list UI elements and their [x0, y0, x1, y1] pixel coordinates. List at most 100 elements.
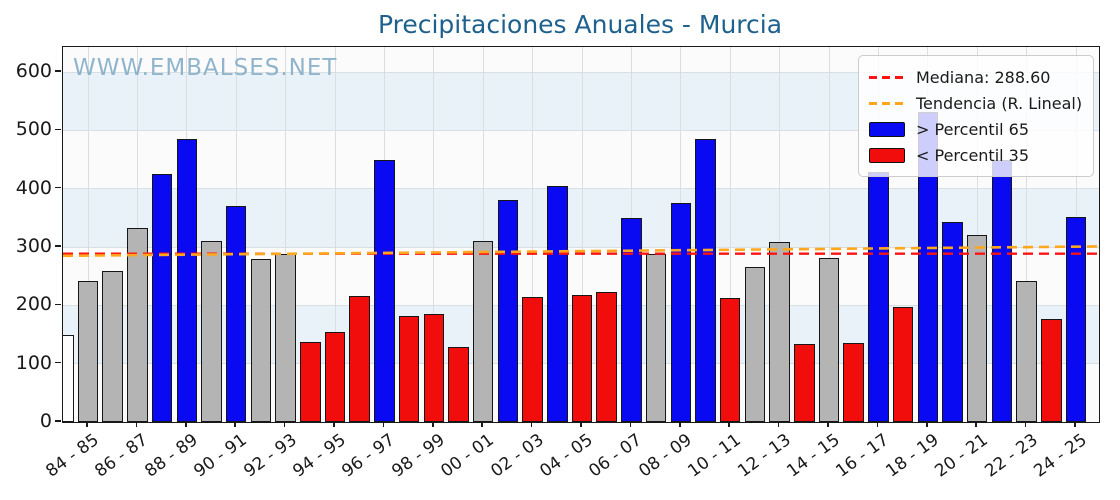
bar — [1041, 319, 1062, 422]
bar — [1016, 280, 1037, 422]
vertical-gridline — [334, 47, 336, 422]
vertical-gridline — [828, 47, 830, 422]
bar — [522, 297, 543, 422]
bar — [942, 221, 963, 422]
x-tick-mark — [926, 422, 928, 427]
x-tick-mark — [580, 422, 582, 427]
bar — [300, 342, 321, 422]
bar — [547, 186, 568, 422]
bar — [695, 138, 716, 422]
bar — [497, 200, 519, 422]
bar — [349, 296, 370, 422]
legend-label: < Percentil 35 — [916, 145, 1030, 165]
red-bar-sample — [869, 147, 905, 163]
trend-line — [63, 245, 1099, 258]
y-tick-mark — [55, 186, 61, 189]
x-tick-mark — [86, 422, 88, 427]
vertical-gridline — [729, 47, 731, 422]
bar — [374, 159, 395, 422]
legend-item-above-p65: > Percentil 65 — [869, 116, 1083, 142]
legend-box: Mediana: 288.60 Tendencia (R. Lineal) > … — [858, 55, 1094, 177]
x-tick-mark — [1074, 422, 1076, 427]
y-tick-mark — [55, 245, 61, 247]
x-tick-mark — [481, 422, 483, 427]
bar — [670, 202, 692, 422]
x-tick-mark — [530, 422, 533, 427]
legend-label: Mediana: 288.60 — [916, 67, 1051, 87]
y-tick-label: 500 — [15, 118, 52, 141]
x-tick-mark — [876, 422, 879, 427]
bar — [102, 270, 123, 422]
legend-item-median: Mediana: 288.60 — [869, 64, 1083, 90]
bar — [794, 343, 815, 422]
bar — [275, 254, 296, 422]
vertical-gridline — [87, 47, 89, 422]
legend-label: Tendencia (R. Lineal) — [916, 93, 1083, 113]
bar — [225, 205, 247, 422]
x-tick-mark — [135, 422, 138, 427]
bar — [63, 334, 74, 422]
bar — [201, 240, 222, 422]
bar — [472, 241, 494, 422]
vertical-gridline — [779, 47, 781, 422]
legend-label: > Percentil 65 — [916, 119, 1030, 139]
reference-lines — [63, 245, 1099, 258]
bar — [744, 267, 766, 422]
vertical-gridline — [285, 47, 287, 422]
y-tick-label: 200 — [15, 293, 52, 316]
horizontal-gridline — [63, 71, 1099, 73]
bar — [818, 257, 840, 422]
x-tick-mark — [234, 422, 236, 427]
x-tick-mark — [728, 422, 730, 427]
y-tick-mark — [55, 303, 61, 306]
x-tick-mark — [333, 422, 335, 427]
median-line-sample — [869, 75, 905, 79]
bar — [176, 138, 198, 422]
bar — [596, 291, 617, 422]
legend-item-trend: Tendencia (R. Lineal) — [869, 90, 1083, 116]
bar — [769, 242, 790, 422]
bar — [621, 218, 642, 422]
y-tick-label: 100 — [15, 351, 52, 374]
bar — [151, 174, 173, 422]
horizontal-gridline — [63, 188, 1099, 190]
bar — [250, 259, 272, 422]
legend-item-below-p35: < Percentil 35 — [869, 142, 1083, 168]
y-tick-label: 600 — [15, 60, 52, 83]
bar — [398, 315, 420, 422]
vertical-gridline — [581, 47, 583, 422]
x-tick-mark — [382, 422, 385, 427]
vertical-gridline — [482, 47, 484, 422]
bar — [423, 313, 445, 422]
watermark-text: WWW.EMBALSES.NET — [73, 55, 338, 81]
x-tick-mark — [432, 422, 434, 427]
trend-line-sample — [869, 101, 905, 105]
y-tick-mark — [55, 361, 61, 364]
bar — [324, 331, 346, 422]
y-tick-label: 300 — [15, 235, 52, 258]
bar — [77, 280, 99, 422]
bar — [571, 295, 593, 422]
x-tick-mark — [827, 422, 829, 427]
x-tick-mark — [629, 422, 632, 427]
x-tick-mark — [283, 422, 286, 427]
bar — [448, 346, 469, 422]
bar — [966, 235, 988, 422]
vertical-gridline — [532, 47, 534, 422]
blue-bar-sample — [869, 121, 905, 137]
y-tick-mark — [55, 128, 61, 131]
y-tick-label: 400 — [15, 176, 52, 199]
x-tick-mark — [185, 422, 187, 427]
bar — [843, 342, 864, 422]
y-tick-mark — [55, 420, 61, 422]
horizontal-gridline — [63, 246, 1099, 248]
bar — [127, 227, 148, 422]
vertical-gridline — [976, 47, 978, 422]
x-tick-mark — [1024, 422, 1027, 427]
vertical-gridline — [1026, 47, 1028, 422]
horizontal-gridline — [63, 129, 1099, 131]
chart-title: Precipitaciones Anuales - Murcia — [377, 10, 783, 39]
bar — [719, 298, 741, 422]
x-tick-mark — [777, 422, 780, 427]
